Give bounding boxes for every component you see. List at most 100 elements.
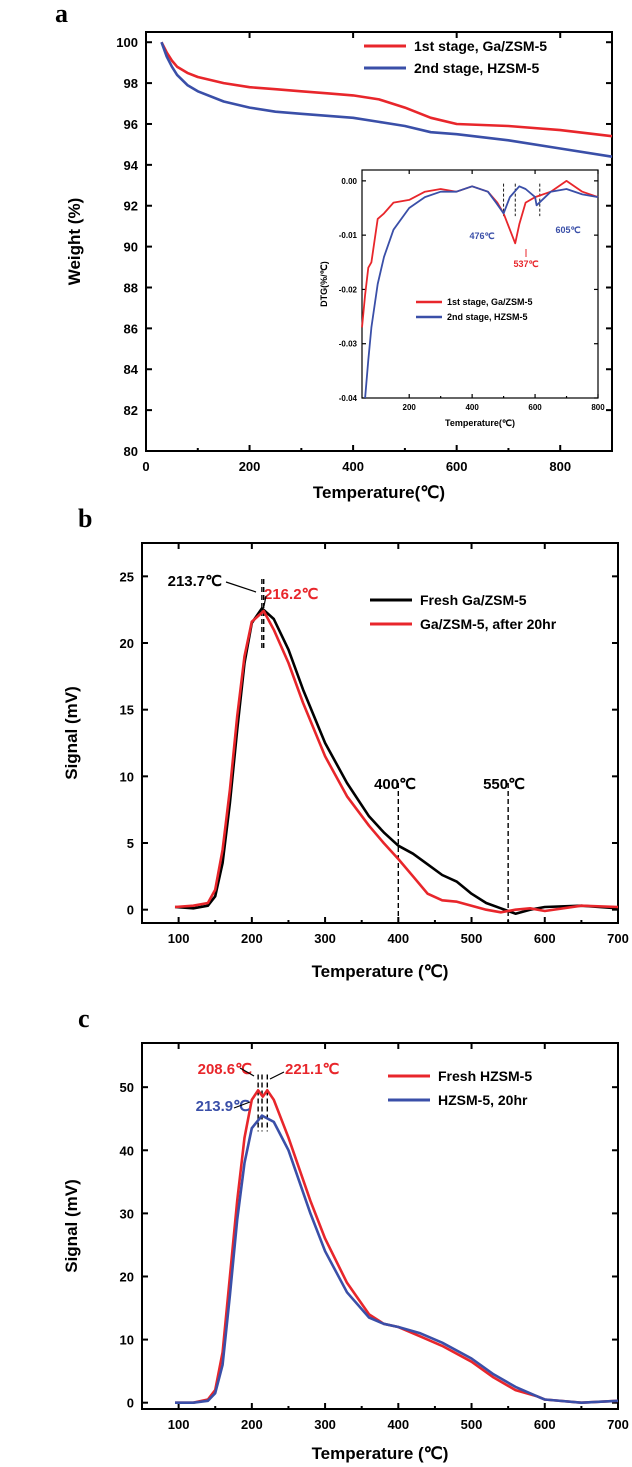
panel-b-x-tick-label: 100 — [168, 931, 190, 946]
panel-a-y-axis-title: Weight (%) — [65, 198, 84, 286]
panel-c-annotation: 208.6℃ — [198, 1061, 253, 1078]
panel-c-series-line-2 — [175, 1114, 619, 1404]
panel-b-annotation: 550℃ — [483, 776, 525, 793]
panel-b-x-tick-label: 200 — [241, 931, 263, 946]
panel-c-legend-label: Fresh HZSM-5 — [438, 1068, 532, 1084]
panel-a-y-tick-label: 90 — [124, 240, 138, 255]
panel-b-annotation-arrow — [225, 581, 257, 593]
panel-c-x-tick-label: 600 — [534, 1417, 556, 1432]
panel-a-series-line-2 — [160, 41, 613, 158]
panel-a-y-tick-label: 94 — [124, 158, 139, 173]
panel-b-x-tick-label: 300 — [314, 931, 336, 946]
panel-c-x-tick-label: 200 — [241, 1417, 263, 1432]
panel-b-series-line-2 — [174, 609, 619, 914]
panel-c-x-tick-label: 100 — [168, 1417, 190, 1432]
panel-b-annotation-arrow — [263, 595, 267, 607]
panel-a-x-tick-label: 400 — [342, 459, 364, 474]
panel-a-y-tick-label: 80 — [124, 444, 138, 459]
panel-a-inset-x-axis-title: Temperature(℃) — [445, 418, 515, 428]
panel-b-legend-label: Ga/ZSM-5, after 20hr — [420, 616, 557, 632]
panel-b-annotation: 216.2℃ — [264, 586, 319, 603]
panel-a-y-tick-label: 98 — [124, 76, 138, 91]
panel-c-x-axis-title: Temperature (℃) — [312, 1444, 449, 1463]
panel-a-inset-annotation: 476℃ — [469, 231, 494, 241]
panel-a-inset-annotation: 605℃ — [555, 225, 580, 235]
panel-a-y-tick-label: 88 — [124, 280, 138, 295]
panel-a-inset: 200 400 600 800 0.00 -0.01 -0.02 -0.03 -0.04 Temp… — [318, 164, 606, 440]
panel-b-annotation: 213.7℃ — [168, 573, 223, 590]
panel-b-y-tick-label: 5 — [127, 836, 134, 851]
panel-c-annotation: 213.9℃ — [196, 1098, 251, 1115]
panel-a-legend-label: 1st stage, Ga/ZSM-5 — [414, 38, 547, 54]
panel-a-plot-frame — [145, 31, 613, 452]
panel-c-x-tick-label: 400 — [387, 1417, 409, 1432]
panel-b-y-tick-label: 15 — [120, 703, 134, 718]
panel-c-x-tick-label: 700 — [607, 1417, 629, 1432]
panel-b-y-tick-label: 10 — [120, 769, 134, 784]
panel-b-series-line-1 — [174, 607, 619, 915]
panel-a-inset-x-tick-label: 600 — [528, 403, 542, 412]
panel-a-y-tick-label: 84 — [124, 362, 139, 377]
panel-a-inset-x-tick-label: 400 — [465, 403, 479, 412]
panel-a-y-tick-label: 96 — [124, 117, 138, 132]
panel-a-series-line-1 — [160, 41, 613, 138]
panel-c-y-tick-label: 50 — [120, 1080, 134, 1095]
panel-a-y-tick-label: 100 — [116, 35, 138, 50]
panel-c-x-tick-label: 500 — [461, 1417, 483, 1432]
panel-a-inset-x-tick-label: 200 — [403, 403, 417, 412]
panel-b-legend-label: Fresh Ga/ZSM-5 — [420, 592, 527, 608]
panel-a-inset-plot-frame — [361, 169, 599, 399]
panel-a-x-tick-label: 600 — [446, 459, 468, 474]
panel-a-inset-annotation: 537℃ — [513, 259, 538, 269]
panel-a-letter: a — [55, 0, 68, 28]
panel-b-y-axis-title: Signal (mV) — [62, 686, 81, 780]
panel-c-annotation-arrow — [239, 1067, 255, 1077]
panel-c-annotation-arrow — [233, 1101, 251, 1109]
panel-a-inset-x-tick-label: 800 — [591, 403, 605, 412]
panel-c-letter: c — [78, 1004, 90, 1033]
panel-b-x-tick-label: 400 — [387, 931, 409, 946]
panel-c-y-tick-label: 30 — [120, 1206, 134, 1221]
panel-c-legend-label: HZSM-5, 20hr — [438, 1092, 528, 1108]
panel-b-y-tick-label: 0 — [127, 903, 134, 918]
panel-c-y-axis-title: Signal (mV) — [62, 1179, 81, 1273]
panel-c-y-tick-label: 0 — [127, 1396, 134, 1411]
panel-a-x-tick-label: 0 — [142, 459, 149, 474]
panel-b-x-tick-label: 600 — [534, 931, 556, 946]
panel-c-plot-frame — [141, 1042, 619, 1410]
panel-a-x-tick-label: 200 — [239, 459, 261, 474]
panel-c-y-tick-label: 20 — [120, 1269, 134, 1284]
panel-a-legend-label: 2nd stage, HZSM-5 — [414, 60, 539, 76]
panel-c-y-tick-label: 10 — [120, 1333, 134, 1348]
panel-b-y-tick-label: 25 — [120, 569, 134, 584]
panel-b-x-tick-label: 500 — [461, 931, 483, 946]
panel-a-y-tick-label: 86 — [124, 321, 138, 336]
panel-a-inset-y-tick-label: -0.01 — [339, 231, 358, 240]
panel-b-letter: b — [78, 504, 92, 533]
panel-a-inset-y-tick-label: 0.00 — [341, 177, 357, 186]
panel-a-y-tick-label: 82 — [124, 403, 138, 418]
panel-a-inset-y-tick-label: -0.03 — [339, 340, 358, 349]
panel-a-inset-series-line-2 — [364, 185, 599, 399]
panel-b-x-axis-title: Temperature (℃) — [312, 962, 449, 981]
panel-b-y-tick-label: 20 — [120, 636, 134, 651]
panel-c-y-tick-label: 40 — [120, 1143, 134, 1158]
panel-b-annotation: 400℃ — [374, 776, 416, 793]
panel-a-x-tick-label: 800 — [549, 459, 571, 474]
panel-c-series-line-1 — [175, 1089, 619, 1404]
panel-b-plot-frame — [141, 542, 619, 924]
panel-a-inset-legend-label: 2nd stage, HZSM-5 — [447, 312, 528, 322]
panel-c: c 100 200 300 400 500 600 700 0 10 20 30 40 50 Tempera… — [62, 1004, 629, 1463]
panel-a-inset-y-axis-title: DTG(%/℃) — [319, 261, 329, 307]
panel-a-x-axis-title: Temperature(℃) — [313, 483, 445, 502]
panel-a-inset-legend-label: 1st stage, Ga/ZSM-5 — [447, 297, 533, 307]
panel-c-annotation: 221.1℃ — [285, 1061, 340, 1078]
panel-b-x-tick-label: 700 — [607, 931, 629, 946]
panel-c-x-tick-label: 300 — [314, 1417, 336, 1432]
panel-c-annotation-arrow — [269, 1071, 285, 1080]
panel-a-inset-y-tick-label: -0.02 — [339, 285, 358, 294]
panel-a: a 0 200 400 600 800 80 82 84 86 88 90 92 94 96 98 100 Tem… — [55, 0, 613, 502]
panel-a-inset-y-tick-label: -0.04 — [339, 394, 358, 403]
panel-b: b 100 200 300 400 500 600 700 0 5 10 15 20 25 Temperat… — [62, 504, 629, 981]
